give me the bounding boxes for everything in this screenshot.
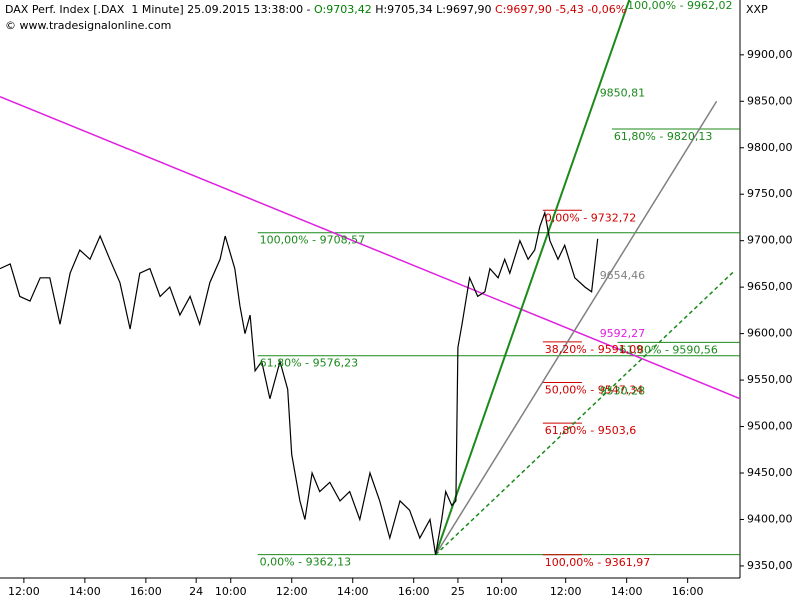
x-tick-label: 16:00 xyxy=(398,585,430,598)
y-tick-label: 9500,00 xyxy=(747,420,793,433)
plot-area xyxy=(0,0,740,556)
y-tick-label: 9850,00 xyxy=(747,94,793,107)
level-label: 0,00% - 9362,13 xyxy=(260,556,351,569)
y-tick-label: 9350,00 xyxy=(747,559,793,572)
x-tick-label: 14:00 xyxy=(611,585,643,598)
y-axis-label: XXP xyxy=(746,3,768,16)
y-tick-label: 9650,00 xyxy=(747,280,793,293)
y-tick-label: 9400,00 xyxy=(747,512,793,525)
y-tick-label: 9600,00 xyxy=(747,327,793,340)
trendline-label: 9850,81 xyxy=(600,87,646,100)
x-tick-label: 25 xyxy=(451,585,465,598)
level-label: 61,80% - 9820,13 xyxy=(614,130,712,143)
x-tick-label: 12:00 xyxy=(550,585,582,598)
trendline-label: 9592,27 xyxy=(600,327,646,340)
chart-header: DAX Perf. Index [.DAX 1 Minute] 25.09.20… xyxy=(5,3,626,16)
y-tick-label: 9700,00 xyxy=(747,234,793,247)
header-part: O:9703,42 xyxy=(314,3,372,16)
y-tick-label: 9900,00 xyxy=(747,48,793,61)
level-label: 100,00% - 9708,57 xyxy=(260,234,365,247)
price-line xyxy=(0,210,599,555)
y-tick-label: 9800,00 xyxy=(747,141,793,154)
y-tick-label: 9450,00 xyxy=(747,466,793,479)
level-label: 50,00% - 9547,34 xyxy=(545,384,643,397)
x-tick-label: 16:00 xyxy=(130,585,162,598)
x-tick-label: 12:00 xyxy=(8,585,40,598)
header-part: DAX Perf. Index [.DAX 1 Minute] 25.09.20… xyxy=(5,3,314,16)
level-label: 38,20% - 9591,09 xyxy=(545,343,643,356)
header-part: C:9697,90 -5,43 -0,06% xyxy=(495,3,626,16)
x-tick-label: 14:00 xyxy=(69,585,101,598)
x-tick-label: 24 xyxy=(189,585,203,598)
trendline xyxy=(434,100,718,556)
x-tick-label: 16:00 xyxy=(672,585,704,598)
level-label: 61,80% - 9503,6 xyxy=(545,424,636,437)
level-label: 100,00% - 9361,97 xyxy=(545,556,650,569)
y-tick-label: 9550,00 xyxy=(747,373,793,386)
level-label: 61,80% - 9590,56 xyxy=(620,343,718,356)
level-label: 100,00% - 9962,02 xyxy=(627,0,732,12)
source: © www.tradesignalonline.com xyxy=(5,19,171,32)
level-label: 0,00% - 9732,72 xyxy=(545,211,636,224)
trendline xyxy=(0,95,740,400)
level-label: 61,80% - 9576,23 xyxy=(260,357,358,370)
trendline-label: 9654,46 xyxy=(600,269,646,282)
header-part: H:9705,34 L:9697,90 xyxy=(372,3,495,16)
y-tick-label: 9750,00 xyxy=(747,187,793,200)
trendline-label: 9530,28 xyxy=(600,384,646,397)
x-tick-label: 10:00 xyxy=(486,585,518,598)
x-tick-label: 10:00 xyxy=(215,585,247,598)
x-tick-label: 14:00 xyxy=(337,585,369,598)
trendline xyxy=(435,269,736,556)
x-tick-label: 12:00 xyxy=(276,585,308,598)
trendline xyxy=(434,0,631,556)
